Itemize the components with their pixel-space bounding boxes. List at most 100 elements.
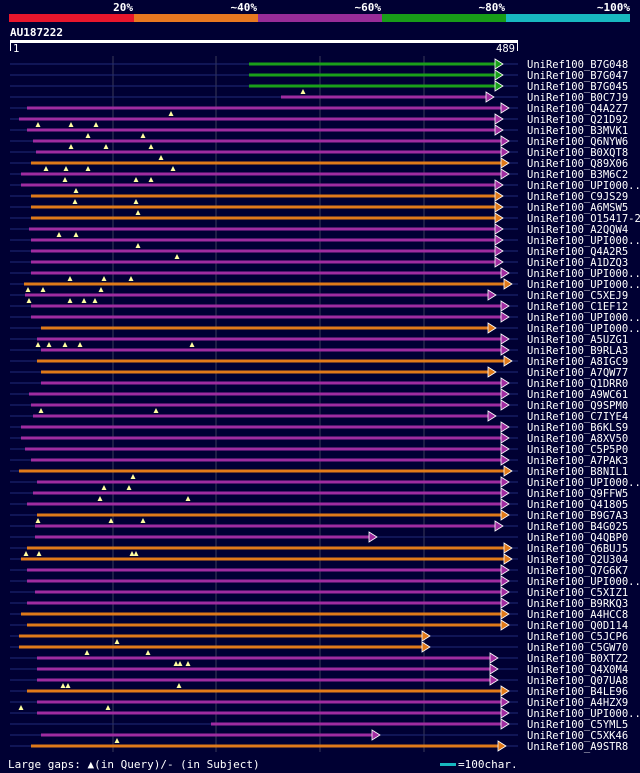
hit-alignment-bar[interactable] — [36, 150, 501, 154]
hit-label[interactable]: UniRef100_A7QW77 — [527, 367, 628, 379]
hit-row[interactable]: UniRef100_A6MSW5 — [10, 199, 628, 214]
hit-alignment-bar[interactable] — [25, 293, 488, 297]
hit-label[interactable]: UniRef100_Q6NYW6 — [527, 136, 628, 148]
hit-alignment-bar[interactable] — [41, 326, 488, 330]
hit-alignment-bar[interactable] — [31, 216, 495, 220]
hit-row[interactable]: UniRef100_Q9FFW5 — [10, 485, 628, 500]
hit-label[interactable]: UniRef100_Q41805 — [527, 499, 628, 511]
hit-row[interactable]: UniRef100_Q9SPM0 — [10, 399, 628, 412]
hit-row[interactable]: UniRef100_Q07UA8 — [10, 674, 628, 687]
hit-row[interactable]: UniRef100_Q2U304 — [10, 551, 628, 566]
hit-label[interactable]: UniRef100_Q0D114 — [527, 620, 628, 632]
hit-label[interactable]: UniRef100_Q89X06 — [527, 158, 628, 170]
hit-label[interactable]: UniRef100_B7G047 — [527, 70, 628, 82]
hit-label[interactable]: UniRef100_Q9FFW5 — [527, 488, 628, 500]
hit-label[interactable]: UniRef100_A9WC61 — [527, 389, 628, 401]
hit-label[interactable]: UniRef100_B3MVK1 — [527, 125, 628, 137]
hit-label[interactable]: UniRef100_C9JS29 — [527, 191, 628, 203]
hit-label[interactable]: UniRef100_A5UZG1 — [527, 334, 628, 346]
hit-alignment-bar[interactable] — [19, 469, 504, 473]
hit-label[interactable]: UniRef100_C5XIZ1 — [527, 587, 628, 599]
hit-row[interactable]: UniRef100_B3M6C2 — [10, 166, 628, 181]
hit-alignment-bar[interactable] — [33, 139, 501, 143]
hit-alignment-bar[interactable] — [41, 381, 501, 385]
hit-label[interactable]: UniRef100_B0XQT8 — [527, 147, 628, 159]
hit-alignment-bar[interactable] — [249, 62, 495, 66]
hit-row[interactable]: UniRef100_C5XIZ1 — [10, 586, 628, 599]
hit-alignment-bar[interactable] — [41, 370, 488, 374]
hit-label[interactable]: UniRef100_UPI000.. — [527, 180, 640, 192]
hit-row[interactable]: UniRef100_UPI000.. — [10, 232, 640, 247]
hit-row[interactable]: UniRef100_Q6NYW6 — [10, 133, 628, 148]
hit-alignment-bar[interactable] — [249, 73, 495, 77]
hit-alignment-bar[interactable] — [27, 623, 501, 627]
hit-alignment-bar[interactable] — [37, 359, 504, 363]
hit-label[interactable]: UniRef100_UPI000.. — [527, 477, 640, 489]
hit-label[interactable]: UniRef100_UPI000.. — [527, 708, 640, 720]
query-id[interactable]: AU187222 — [10, 26, 63, 39]
hit-row[interactable]: UniRef100_B3MVK1 — [10, 122, 628, 137]
hit-row[interactable]: UniRef100_B0XTZ2 — [10, 650, 628, 665]
hit-row[interactable]: UniRef100_A5UZG1 — [10, 333, 628, 346]
hit-label[interactable]: UniRef100_C5XK46 — [527, 730, 628, 742]
hit-label[interactable]: UniRef100_UPI000.. — [527, 323, 640, 335]
hit-alignment-bar[interactable] — [19, 117, 495, 121]
hit-alignment-bar[interactable] — [21, 172, 501, 176]
hit-label[interactable]: UniRef100_B6KLS9 — [527, 422, 628, 434]
hit-row[interactable]: UniRef100_A2QQW4 — [10, 223, 628, 236]
hit-label[interactable]: UniRef100_Q6BUJ5 — [527, 543, 628, 555]
hit-row[interactable]: UniRef100_Q41805 — [10, 496, 628, 511]
hit-row[interactable]: UniRef100_UPI000.. — [10, 322, 640, 335]
hit-alignment-bar[interactable] — [211, 722, 501, 726]
hit-alignment-bar[interactable] — [31, 744, 498, 748]
hit-row[interactable]: UniRef100_A7QW77 — [10, 366, 628, 379]
hit-alignment-bar[interactable] — [31, 249, 495, 253]
hit-row[interactable]: UniRef100_Q21D92 — [10, 111, 628, 126]
hit-alignment-bar[interactable] — [37, 700, 501, 704]
hit-alignment-bar[interactable] — [37, 667, 490, 671]
hit-row[interactable]: UniRef100_Q1DRR0 — [10, 377, 628, 390]
hit-row[interactable]: UniRef100_UPI000.. — [10, 575, 640, 588]
hit-alignment-bar[interactable] — [19, 645, 422, 649]
hit-alignment-bar[interactable] — [35, 590, 501, 594]
hit-label[interactable]: UniRef100_UPI000.. — [527, 576, 640, 588]
hit-label[interactable]: UniRef100_C7IYE4 — [527, 411, 628, 423]
hit-alignment-bar[interactable] — [21, 436, 501, 440]
hit-row[interactable]: UniRef100_C5XEJ9 — [10, 287, 628, 302]
hit-label[interactable]: UniRef100_Q4A2R5 — [527, 246, 628, 258]
hit-alignment-bar[interactable] — [31, 304, 501, 308]
hit-label[interactable]: UniRef100_B7G048 — [527, 59, 628, 71]
hit-alignment-bar[interactable] — [27, 601, 501, 605]
hit-label[interactable]: UniRef100_B7G045 — [527, 81, 628, 93]
hit-label[interactable]: UniRef100_B9RLA3 — [527, 345, 628, 357]
hit-label[interactable]: UniRef100_Q4QBP0 — [527, 532, 628, 544]
hit-alignment-bar[interactable] — [31, 238, 495, 242]
hit-label[interactable]: UniRef100_Q07UA8 — [527, 675, 628, 687]
hit-alignment-bar[interactable] — [27, 568, 501, 572]
hit-row[interactable]: UniRef100_B8NIL1 — [10, 465, 628, 478]
hit-label[interactable]: UniRef100_B9G7A3 — [527, 510, 628, 522]
hit-row[interactable]: UniRef100_A1DZQ3 — [10, 254, 628, 269]
hit-alignment-bar[interactable] — [249, 84, 495, 88]
hit-label[interactable]: UniRef100_B4G025 — [527, 521, 628, 533]
hit-row[interactable]: UniRef100_B0C7J9 — [10, 89, 628, 104]
hit-label[interactable]: UniRef100_B8NIL1 — [527, 466, 628, 478]
hit-label[interactable]: UniRef100_C5YML5 — [527, 719, 628, 731]
hit-row[interactable]: UniRef100_C5XK46 — [10, 729, 628, 742]
hit-label[interactable]: UniRef100_A8XV50 — [527, 433, 628, 445]
hit-label[interactable]: UniRef100_A4HZX9 — [527, 697, 628, 709]
hit-label[interactable]: UniRef100_B0C7J9 — [527, 92, 628, 104]
hit-label[interactable]: UniRef100_A9STR8 — [527, 741, 628, 753]
hit-row[interactable]: UniRef100_C5GW70 — [10, 639, 628, 654]
hit-row[interactable]: UniRef100_C5YML5 — [10, 718, 628, 731]
hit-alignment-bar[interactable] — [27, 106, 501, 110]
hit-alignment-bar[interactable] — [33, 491, 501, 495]
hit-row[interactable]: UniRef100_Q6BUJ5 — [10, 542, 628, 555]
hit-alignment-bar[interactable] — [27, 579, 501, 583]
hit-row[interactable]: UniRef100_Q89X06 — [10, 155, 628, 170]
hit-label[interactable]: UniRef100_Q4A2Z7 — [527, 103, 628, 115]
hit-label[interactable]: UniRef100_B0XTZ2 — [527, 653, 628, 665]
hit-alignment-bar[interactable] — [37, 480, 501, 484]
hit-row[interactable]: UniRef100_UPI000.. — [10, 177, 640, 192]
hit-alignment-bar[interactable] — [37, 678, 490, 682]
